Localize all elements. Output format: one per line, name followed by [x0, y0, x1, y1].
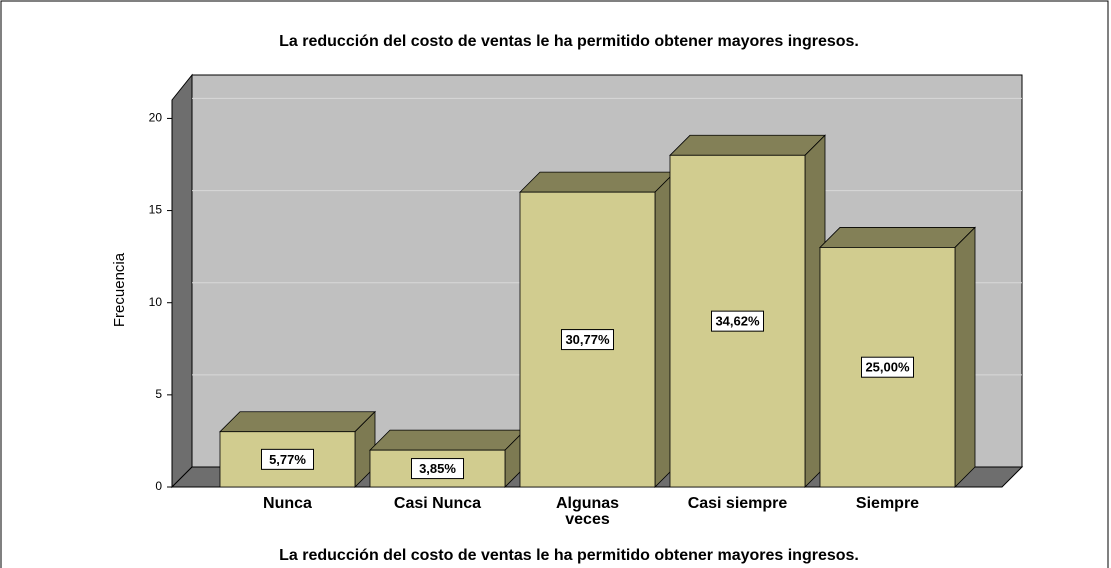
- bar-top: [669, 134, 826, 156]
- y-tick-label: 0: [155, 479, 162, 493]
- left-wall: [171, 73, 193, 489]
- bar-side: [954, 226, 976, 488]
- value-label-box: [261, 448, 314, 470]
- x-axis-label: La reducción del costo de ventas le ha p…: [279, 547, 859, 564]
- y-tick-label: 15: [149, 203, 163, 217]
- chart-title: La reducción del costo de ventas le ha p…: [279, 33, 859, 50]
- x-tick-label: Algunas veces: [555, 495, 620, 528]
- bar-top: [519, 171, 676, 193]
- x-tick-label: Casi siempre: [687, 495, 788, 512]
- y-axis-label: Frecuencia: [111, 252, 128, 327]
- bar-top: [369, 429, 526, 451]
- value-label-box: [411, 458, 464, 480]
- bar-top: [819, 227, 976, 248]
- value-label: 30,77%: [565, 332, 610, 347]
- value-label-box: [561, 329, 614, 351]
- value-label-box: [861, 356, 914, 378]
- x-tick-label: Nunca: [263, 495, 312, 512]
- value-label: 34,62%: [715, 314, 760, 329]
- value-label-box: [711, 310, 764, 332]
- value-label: 5,77%: [269, 452, 306, 467]
- value-label: 25,00%: [865, 360, 910, 375]
- y-tick-label: 5: [155, 387, 162, 401]
- y-tick-label: 10: [149, 295, 163, 309]
- bar-top: [219, 411, 376, 433]
- y-tick-label: 20: [149, 111, 163, 125]
- x-tick-label: Siempre: [855, 495, 920, 512]
- value-label: 3,85%: [419, 461, 456, 476]
- x-tick-label: Casi Nunca: [393, 495, 482, 512]
